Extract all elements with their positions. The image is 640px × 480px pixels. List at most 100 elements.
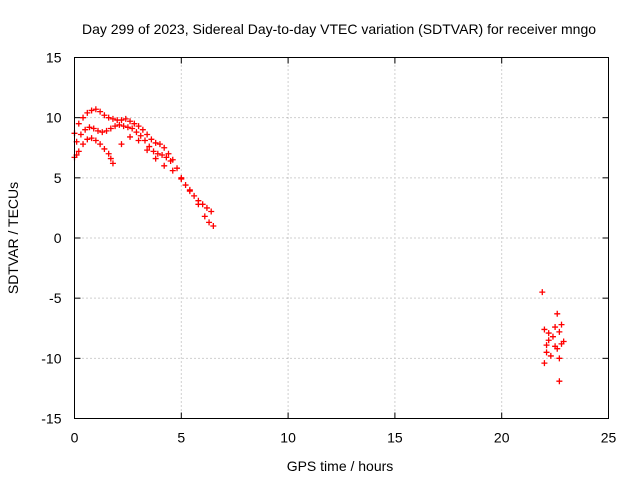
data-point (131, 120, 138, 127)
data-point (124, 124, 131, 131)
x-axis-label: GPS time / hours (287, 458, 394, 474)
data-point (94, 127, 101, 134)
data-point (539, 289, 546, 296)
data-point (127, 133, 134, 140)
data-point (552, 343, 559, 350)
data-point (556, 328, 563, 335)
data-point (99, 129, 106, 136)
data-point (541, 326, 548, 333)
data-point (109, 115, 116, 122)
data-point (92, 137, 99, 144)
data-point (167, 157, 174, 164)
data-point (203, 204, 210, 211)
data-point (543, 342, 550, 349)
data-point (103, 127, 110, 134)
data-point (107, 125, 114, 132)
data-point (156, 141, 163, 148)
grid-lines (74, 57, 609, 419)
data-point (118, 117, 125, 124)
data-point (549, 333, 556, 340)
series-track-upper (71, 106, 215, 215)
data-point (120, 123, 127, 130)
x-tick-label: 15 (387, 430, 403, 446)
y-tick-label: 10 (46, 110, 62, 126)
data-point (552, 324, 559, 331)
data-point (127, 118, 134, 125)
data-point (558, 321, 565, 328)
data-point (556, 378, 563, 385)
data-point (152, 139, 159, 146)
data-point (543, 349, 550, 356)
data-point (109, 160, 116, 167)
series-track-lower (71, 133, 217, 229)
data-point (148, 136, 155, 143)
data-point (163, 154, 170, 161)
x-tick-labels: 0 5 10 15 20 25 (71, 430, 617, 446)
data-point (77, 131, 84, 138)
data-point (97, 141, 104, 148)
data-point (150, 148, 157, 155)
data-point (545, 337, 552, 344)
x-tick-label: 10 (280, 430, 296, 446)
data-point (169, 167, 176, 174)
data-point (118, 141, 125, 148)
data-points (71, 106, 567, 385)
data-point (159, 151, 166, 158)
data-point (101, 112, 108, 119)
y-tick-label: 5 (54, 170, 62, 186)
data-point (139, 126, 146, 133)
data-point (88, 107, 95, 114)
data-point (88, 135, 95, 142)
data-point (146, 143, 153, 150)
data-point (105, 150, 112, 157)
data-point (97, 108, 104, 115)
data-point (135, 123, 142, 130)
data-point (107, 155, 114, 162)
y-tick-label: 15 (46, 50, 62, 66)
data-point (75, 120, 82, 127)
data-point (144, 147, 151, 154)
data-point (556, 355, 563, 362)
data-point (178, 176, 185, 183)
x-tick-label: 5 (177, 430, 185, 446)
data-point (105, 114, 112, 121)
data-point (201, 213, 208, 220)
data-point (82, 126, 89, 133)
data-point (129, 125, 136, 132)
y-tick-label: 0 (54, 230, 62, 246)
x-tick-label: 20 (494, 430, 510, 446)
data-point (154, 150, 161, 157)
series-track-middle (73, 121, 174, 164)
data-point (545, 330, 552, 337)
data-point (195, 201, 202, 208)
data-point (152, 155, 159, 162)
y-tick-label: -15 (41, 411, 61, 427)
data-point (86, 124, 93, 131)
data-point (541, 360, 548, 367)
data-point (116, 121, 123, 128)
data-point (84, 109, 91, 116)
data-point (554, 310, 561, 317)
y-tick-label: -5 (49, 290, 62, 306)
data-point (80, 114, 87, 121)
data-point (84, 136, 91, 143)
x-tick-label: 0 (71, 430, 79, 446)
series-late-cluster (539, 289, 567, 385)
data-point (191, 192, 198, 199)
y-axis-label: SDTVAR / TECUs (5, 182, 21, 294)
data-point (182, 182, 189, 189)
data-point (174, 165, 181, 172)
data-point (90, 125, 97, 132)
x-tick-label: 25 (601, 430, 617, 446)
data-point (206, 219, 213, 226)
y-tick-label: -10 (41, 350, 61, 366)
data-point (112, 123, 119, 130)
data-point (92, 106, 99, 113)
data-point (144, 131, 151, 138)
data-point (165, 150, 172, 157)
y-tick-labels: 15 10 5 0 -5 -10 -15 (41, 50, 61, 427)
data-point (161, 144, 168, 151)
data-point (101, 145, 108, 152)
data-point (210, 222, 217, 229)
